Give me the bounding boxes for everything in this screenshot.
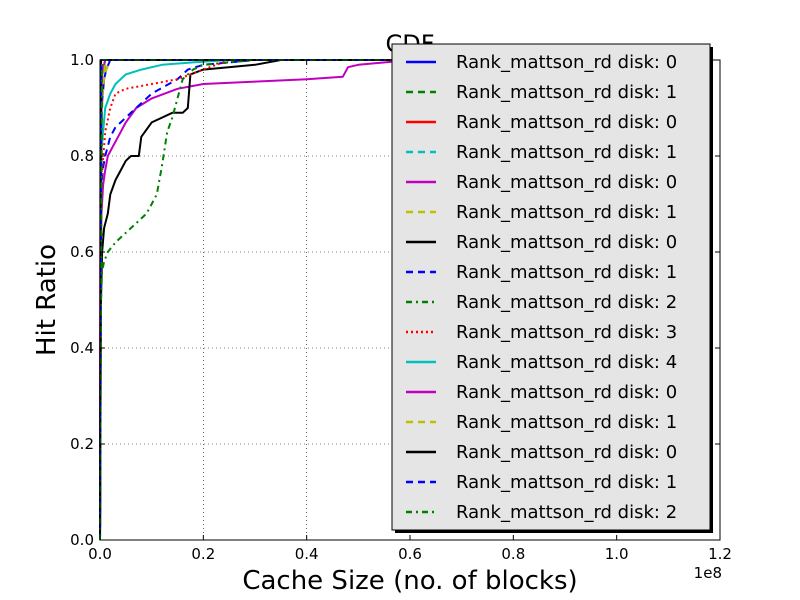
x-tick-label: 1.0 <box>605 545 629 563</box>
x-tick-label: 0.4 <box>295 545 319 563</box>
y-tick-label: 0.8 <box>70 147 94 165</box>
y-tick-label: 0.4 <box>70 339 94 357</box>
legend-entry-4: Rank_mattson_rd disk: 0 <box>456 172 677 193</box>
y-tick-label: 0.6 <box>70 243 94 261</box>
legend-box <box>391 43 711 531</box>
legend-entry-15: Rank_mattson_rd disk: 2 <box>456 502 677 523</box>
x-tick-label: 1.2 <box>708 545 732 563</box>
x-tick-label: 0.6 <box>398 545 422 563</box>
series-line-4 <box>99 59 411 541</box>
legend-entry-10: Rank_mattson_rd disk: 4 <box>456 352 677 373</box>
legend-entry-3: Rank_mattson_rd disk: 1 <box>456 142 677 163</box>
x-axis-multiplier: 1e8 <box>694 564 722 582</box>
legend-entry-6: Rank_mattson_rd disk: 0 <box>456 232 677 253</box>
x-tick-label: 0.0 <box>88 545 112 563</box>
legend-entry-11: Rank_mattson_rd disk: 0 <box>456 382 677 403</box>
legend-entry-2: Rank_mattson_rd disk: 0 <box>456 112 677 133</box>
series-line-6 <box>99 59 410 541</box>
axis-ticks: 0.0 0.2 0.4 0.6 0.8 1.0 1.2 0.0 0.2 0.4 0.6 0.8 1.0 <box>70 51 732 563</box>
legend-entry-13: Rank_mattson_rd disk: 0 <box>456 442 677 463</box>
y-tick-label: 0.2 <box>70 435 94 453</box>
legend: Rank_mattson_rd disk: 0 Rank_mattson_rd d… <box>391 43 713 533</box>
y-tick-label: 0.0 <box>70 531 94 549</box>
legend-entry-12: Rank_mattson_rd disk: 1 <box>456 412 677 433</box>
series-line-10 <box>99 59 230 541</box>
y-axis-label: Hit Ratio <box>32 244 62 356</box>
series-line-9 <box>99 59 230 541</box>
legend-entry-5: Rank_mattson_rd disk: 1 <box>456 202 677 223</box>
x-tick-label: 0.2 <box>191 545 215 563</box>
legend-entry-7: Rank_mattson_rd disk: 1 <box>456 262 677 283</box>
y-tick-label: 1.0 <box>70 51 94 69</box>
legend-entry-1: Rank_mattson_rd disk: 1 <box>456 82 677 103</box>
x-axis-label: Cache Size (no. of blocks) <box>242 566 577 596</box>
x-tick-label: 0.8 <box>501 545 525 563</box>
legend-entry-0: Rank_mattson_rd disk: 0 <box>456 52 677 73</box>
legend-entry-9: Rank_mattson_rd disk: 3 <box>456 322 677 343</box>
legend-entry-8: Rank_mattson_rd disk: 2 <box>456 292 677 313</box>
series-line-7 <box>99 59 256 541</box>
series-line-8 <box>99 59 256 541</box>
legend-entry-14: Rank_mattson_rd disk: 1 <box>456 472 677 493</box>
